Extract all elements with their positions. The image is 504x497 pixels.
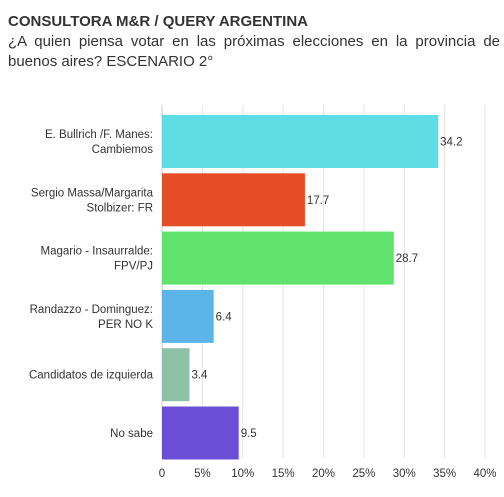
data-label: 28.7 — [396, 253, 418, 265]
bar — [162, 289, 214, 343]
value-labels: 34.2 17.7 28.7 6.4 3.4 9.5 — [191, 137, 462, 441]
bar — [162, 173, 305, 227]
category-label: Stolbizer: FR — [87, 202, 153, 214]
data-label: 9.5 — [241, 428, 257, 440]
chart-title-block: CONSULTORA M&R / QUERY ARGENTINA ¿A quie… — [8, 12, 500, 72]
x-tick-label: 40% — [473, 468, 496, 480]
bar — [162, 406, 239, 460]
data-label: 6.4 — [216, 311, 233, 323]
category-label: Randazzo - Dominguez: — [30, 304, 153, 316]
category-label: PER NO K — [98, 319, 153, 331]
category-label: Candidatos de izquierda — [29, 370, 154, 382]
x-tick-label: 0 — [159, 468, 165, 480]
data-label: 34.2 — [440, 137, 462, 149]
category-label: E. Bullrich /F. Manes: — [45, 129, 153, 141]
bar — [162, 115, 439, 168]
bar — [162, 348, 190, 402]
category-labels: E. Bullrich /F. Manes: Cambiemos Sergio Ma… — [29, 129, 154, 440]
x-tick-label: 15% — [272, 468, 295, 480]
category-label: FPV/PJ — [114, 261, 153, 273]
category-label: Sergio Massa/Margarita — [31, 187, 154, 199]
bars — [162, 115, 439, 460]
category-label: Magario - Insaurralde: — [41, 246, 154, 258]
data-label: 17.7 — [307, 195, 329, 207]
category-label: No sabe — [110, 428, 153, 440]
chart-title: CONSULTORA M&R / QUERY ARGENTINA — [8, 13, 309, 30]
x-tick-label: 10% — [231, 468, 254, 480]
category-label: Cambiemos — [92, 144, 154, 156]
x-tick-label: 35% — [433, 468, 456, 480]
x-tick-label: 30% — [393, 468, 416, 480]
data-label: 3.4 — [191, 370, 208, 382]
x-tick-label: 20% — [312, 468, 335, 480]
bar — [162, 231, 394, 285]
x-axis-ticks: 0 5% 10% 15% 20% 25% 30% 35% 40% — [159, 468, 497, 480]
chart-subtitle: ¿A quien piensa votar en las próximas el… — [8, 33, 500, 70]
x-tick-label: 25% — [352, 468, 375, 480]
x-tick-label: 5% — [194, 468, 211, 480]
